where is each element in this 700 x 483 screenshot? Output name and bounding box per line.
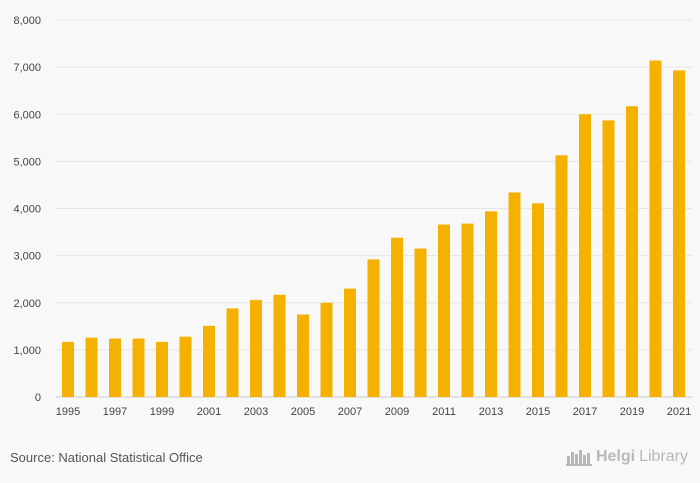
y-tick-label: 4,000 xyxy=(13,204,41,216)
bar-2015[interactable] xyxy=(532,203,544,397)
y-tick-label: 6,000 xyxy=(13,109,41,121)
x-tick-label: 2015 xyxy=(526,406,550,418)
y-tick-label: 3,000 xyxy=(13,251,41,263)
bar-chart: 0 1,000 2,000 3,000 4,000 5,000 6,000 7,000 8,00… xyxy=(13,15,692,418)
bar-2018[interactable] xyxy=(602,120,615,397)
city-skyline-icon xyxy=(565,450,592,466)
helgi-library-logo[interactable]: Helgi Library xyxy=(565,448,688,466)
x-tick-label: 1999 xyxy=(150,406,174,418)
y-axis-tick-labels: 0 1,000 2,000 3,000 4,000 5,000 6,000 7,000 8,00… xyxy=(13,15,41,404)
x-tick-label: 1995 xyxy=(56,406,80,418)
logo-text-sub: Library xyxy=(639,448,688,465)
x-tick-label: 2005 xyxy=(291,406,315,418)
source-note: Source: National Statistical Office xyxy=(10,450,203,465)
y-tick-label: 1,000 xyxy=(13,345,41,357)
bar-2021[interactable] xyxy=(673,70,685,397)
bar-1997[interactable] xyxy=(109,338,121,397)
bar-2005[interactable] xyxy=(297,314,309,397)
bar-2010[interactable] xyxy=(414,248,427,397)
x-tick-label: 2017 xyxy=(573,406,597,418)
bar-1999[interactable] xyxy=(156,341,168,397)
y-tick-label: 5,000 xyxy=(13,156,41,168)
logo-text-main: Helgi xyxy=(595,448,636,465)
y-tick-label: 8,000 xyxy=(13,15,41,27)
x-tick-label: 2019 xyxy=(620,406,644,418)
bar-2019[interactable] xyxy=(626,106,638,398)
x-axis-tick-labels: 1995 1997 1999 2001 2003 2005 2007 2009 2011 2013… xyxy=(56,406,691,418)
bar-2016[interactable] xyxy=(555,155,568,397)
x-tick-label: 2021 xyxy=(667,406,691,418)
bar-1998[interactable] xyxy=(132,338,145,397)
bar-2017[interactable] xyxy=(579,114,591,397)
bar-2002[interactable] xyxy=(226,308,239,397)
x-tick-label: 2011 xyxy=(432,406,456,418)
x-tick-label: 2003 xyxy=(244,406,268,418)
bar-2012[interactable] xyxy=(461,223,474,397)
x-tick-label: 2007 xyxy=(338,406,362,418)
y-tick-label: 2,000 xyxy=(13,298,41,310)
x-tick-label: 2001 xyxy=(197,406,221,418)
bar-2009[interactable] xyxy=(391,237,403,397)
y-tick-label: 0 xyxy=(35,392,41,404)
bar-2011[interactable] xyxy=(438,224,450,397)
bar-1995[interactable] xyxy=(62,341,74,397)
bar-2014[interactable] xyxy=(508,192,521,397)
bar-2004[interactable] xyxy=(273,294,286,397)
bar-2007[interactable] xyxy=(344,288,356,397)
x-tick-label: 2013 xyxy=(479,406,503,418)
x-tick-label: 1997 xyxy=(103,406,127,418)
bar-2001[interactable] xyxy=(203,325,215,397)
bars xyxy=(62,60,685,398)
bar-2020[interactable] xyxy=(649,60,662,398)
bar-2000[interactable] xyxy=(179,336,192,397)
bar-2008[interactable] xyxy=(367,259,380,397)
y-tick-label: 7,000 xyxy=(13,62,41,74)
bar-1996[interactable] xyxy=(85,337,98,397)
bar-2003[interactable] xyxy=(250,299,262,397)
x-tick-label: 2009 xyxy=(385,406,409,418)
bar-2006[interactable] xyxy=(320,302,333,397)
bar-2013[interactable] xyxy=(485,211,497,397)
